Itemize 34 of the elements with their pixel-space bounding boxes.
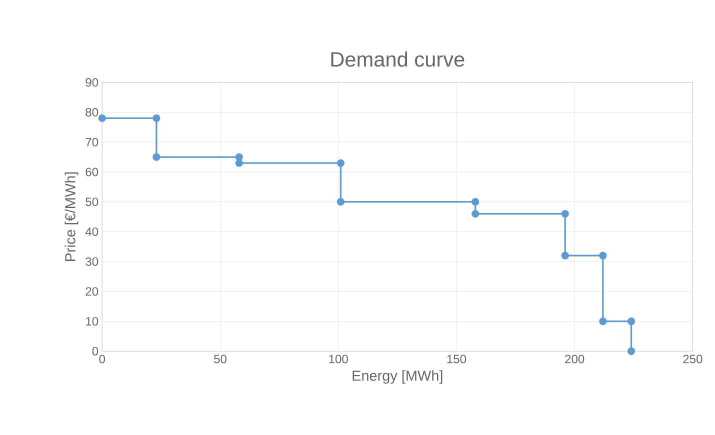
y-tick-label: 50 bbox=[86, 197, 98, 206]
point bbox=[599, 317, 607, 326]
y-tick-label: 10 bbox=[86, 316, 98, 326]
x-tick-label: 150 bbox=[447, 354, 466, 364]
chart-title: Demand curve bbox=[331, 51, 464, 67]
y-tick-label: 0 bbox=[92, 346, 98, 356]
y-tick-label: 30 bbox=[86, 257, 98, 266]
point bbox=[561, 252, 569, 260]
point bbox=[472, 210, 480, 218]
point bbox=[152, 114, 160, 122]
x-tick-label: 100 bbox=[329, 354, 348, 364]
point bbox=[98, 114, 106, 122]
y-tick-label: 60 bbox=[86, 168, 98, 176]
x-tick-label: 200 bbox=[565, 354, 584, 364]
point bbox=[599, 252, 607, 260]
point bbox=[336, 198, 345, 206]
point bbox=[235, 153, 243, 161]
x-axis-title: Energy [MWh] bbox=[352, 370, 442, 384]
x-tick-label: 250 bbox=[683, 354, 702, 364]
y-axis-title: Price [€/MWh] bbox=[64, 172, 78, 261]
x-tick-label: 0 bbox=[99, 354, 105, 364]
point bbox=[561, 210, 569, 218]
point bbox=[235, 159, 243, 167]
y-tick-label: 20 bbox=[86, 287, 98, 296]
x-tick-label: 50 bbox=[214, 354, 226, 364]
y-tick-label: 70 bbox=[86, 138, 98, 146]
point bbox=[472, 198, 480, 206]
y-tick-label: 40 bbox=[85, 227, 98, 236]
y-tick-label: 90 bbox=[86, 78, 98, 86]
point bbox=[627, 347, 636, 355]
point bbox=[336, 159, 345, 167]
y-tick-label: 80 bbox=[86, 108, 98, 116]
point bbox=[152, 153, 160, 161]
point bbox=[627, 317, 636, 326]
